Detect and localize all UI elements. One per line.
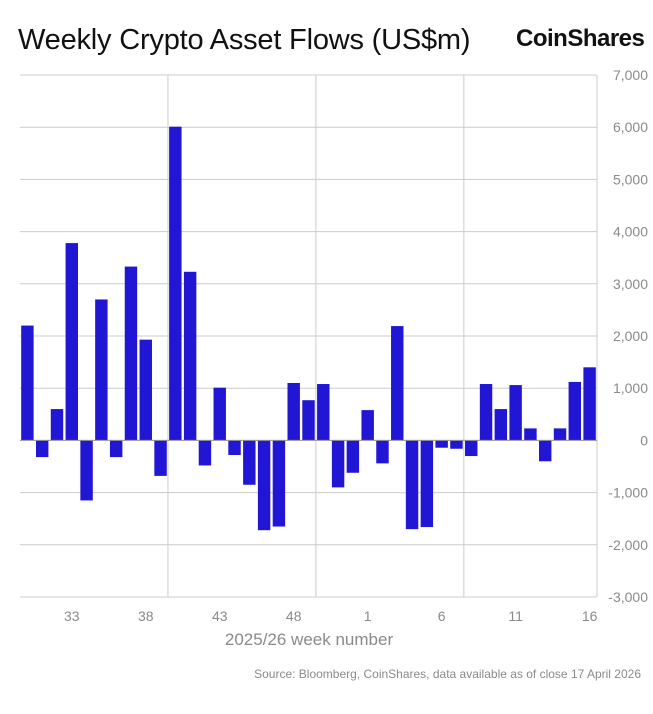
bar <box>539 440 552 462</box>
x-tick-label: 38 <box>138 608 154 624</box>
bar <box>450 440 463 449</box>
bar <box>198 440 212 466</box>
brand-logo: CoinShares <box>516 25 645 52</box>
y-tick-label: 3,000 <box>613 276 648 292</box>
y-tick-label: 5,000 <box>613 171 648 187</box>
x-axis-label: 2025/26 week number <box>225 630 394 649</box>
x-tick-label: 43 <box>212 608 228 624</box>
y-tick-label: 4,000 <box>613 224 648 240</box>
bars <box>20 126 597 531</box>
bar <box>346 440 360 473</box>
bar <box>524 428 537 441</box>
y-tick-label: 6,000 <box>613 119 648 135</box>
source-note: Source: Bloomberg, CoinShares, data avai… <box>254 667 641 681</box>
bar <box>183 271 197 441</box>
bar <box>109 440 123 458</box>
x-tick-label: 16 <box>582 608 598 624</box>
bar <box>376 440 389 464</box>
x-tick-label: 48 <box>286 608 302 624</box>
bar <box>35 440 49 458</box>
y-tick-label: -2,000 <box>608 537 648 553</box>
x-tick-label: 11 <box>508 608 523 624</box>
bar <box>169 126 182 441</box>
x-axis-ticks: 33 38 43 48 1 6 11 16 <box>64 608 598 624</box>
y-axis-ticks: -3,000 -2,000 -1,000 0 1,000 2,000 3,000 4,000 5… <box>608 67 648 605</box>
x-tick-label: 6 <box>438 608 446 624</box>
bar <box>361 410 374 441</box>
bar <box>50 409 64 441</box>
bar <box>405 440 419 530</box>
bar <box>213 387 226 441</box>
bar <box>479 384 493 441</box>
bar <box>465 440 478 457</box>
bar <box>80 440 93 501</box>
bar <box>257 440 271 531</box>
grid <box>20 74 598 598</box>
x-tick-label: 33 <box>64 608 80 624</box>
bar <box>391 326 404 441</box>
bar <box>494 409 508 441</box>
bar <box>287 382 300 441</box>
bar <box>228 440 241 456</box>
chart-title: Weekly Crypto Asset Flows (US$m) <box>18 24 471 56</box>
bar <box>317 384 330 441</box>
bar <box>65 243 78 441</box>
bar <box>583 367 596 441</box>
bar <box>553 428 567 441</box>
bar <box>331 440 345 488</box>
bar <box>124 266 138 441</box>
bar <box>139 339 152 441</box>
bar <box>243 440 256 485</box>
bar <box>420 440 434 528</box>
y-tick-label: 0 <box>640 432 648 448</box>
bar <box>95 299 108 441</box>
x-tick-label: 1 <box>364 608 372 624</box>
bar <box>568 381 582 441</box>
y-tick-label: -1,000 <box>608 485 648 501</box>
bar <box>272 440 286 527</box>
bar <box>509 385 522 441</box>
y-tick-label: 7,000 <box>613 67 648 83</box>
y-tick-label: -3,000 <box>608 589 648 605</box>
bar <box>154 440 167 476</box>
y-tick-label: 2,000 <box>613 328 648 344</box>
y-tick-label: 1,000 <box>613 380 648 396</box>
bar <box>302 400 315 441</box>
bar <box>435 440 448 448</box>
bar <box>21 325 34 441</box>
